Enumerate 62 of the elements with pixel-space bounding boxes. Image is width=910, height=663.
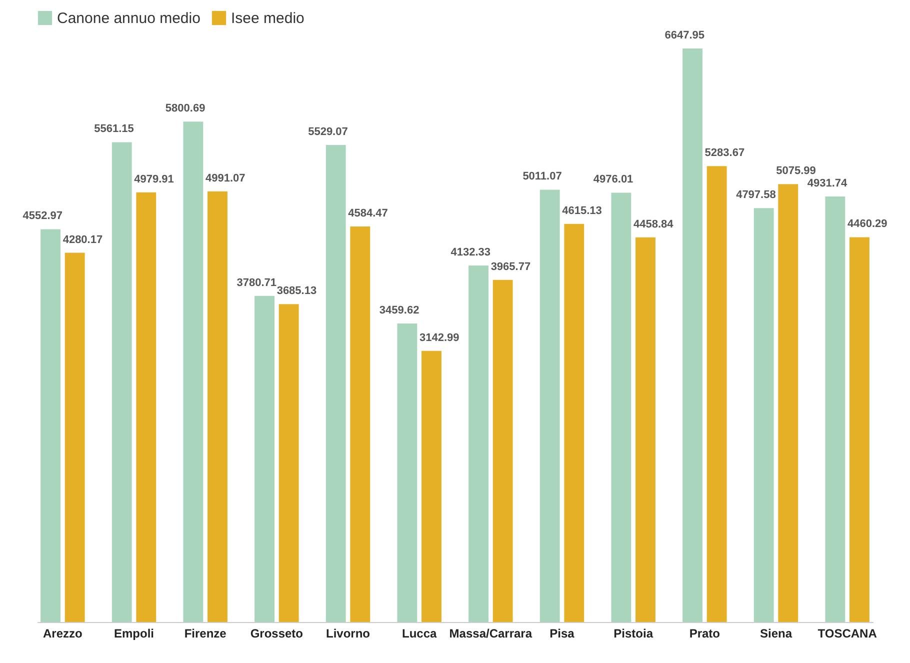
data-label: 5283.67 [704, 147, 745, 160]
bar [636, 237, 656, 622]
data-label: 3965.77 [490, 260, 531, 273]
bar [397, 324, 418, 622]
bar [850, 237, 870, 622]
bar [112, 142, 132, 622]
bar [754, 208, 774, 622]
bar [183, 122, 204, 622]
bar [540, 190, 560, 622]
data-label: 4931.74 [807, 178, 848, 190]
data-label: 4280.17 [62, 234, 103, 246]
bar [64, 252, 85, 622]
data-label: 4991.07 [205, 172, 246, 184]
bar [778, 184, 798, 622]
bar [40, 229, 60, 622]
data-label: 5529.07 [308, 126, 348, 138]
x-tick-label: Pistoia [614, 626, 654, 640]
data-label: 4458.84 [633, 218, 674, 230]
bar [278, 304, 299, 622]
data-label: 5800.69 [165, 102, 206, 115]
x-tick-label: Siena [760, 626, 792, 640]
bar [611, 192, 632, 622]
bar [326, 145, 346, 622]
bar [136, 192, 156, 622]
data-label: 5075.99 [776, 165, 816, 178]
data-label: 4615.13 [562, 204, 602, 217]
bar [350, 226, 370, 622]
data-label: 3459.62 [379, 304, 420, 317]
data-label: 4979.91 [134, 173, 174, 186]
data-label: 4552.97 [22, 210, 63, 222]
x-tick-label: Prato [689, 626, 720, 640]
x-tick-label: Massa/Carrara [449, 626, 532, 640]
data-label: 3685.13 [276, 285, 317, 298]
x-tick-label: Lucca [402, 626, 437, 640]
bar [825, 196, 846, 622]
x-tick-label: Firenze [184, 626, 227, 640]
data-label: 5011.07 [522, 170, 562, 183]
legend-label: Canone annuo medio [57, 10, 200, 27]
data-label: 5561.15 [94, 123, 134, 136]
bar [468, 266, 488, 622]
bar [254, 296, 274, 622]
bar [208, 191, 228, 622]
data-label: 3142.99 [419, 332, 460, 344]
bar [492, 280, 513, 622]
data-label: 4976.01 [593, 174, 634, 186]
data-label: 4584.47 [348, 208, 388, 220]
x-tick-label: Livorno [326, 626, 370, 640]
bar [564, 224, 584, 622]
data-label: 4132.33 [450, 246, 491, 259]
data-label: 6647.95 [664, 29, 705, 42]
bar [422, 350, 442, 622]
legend-label: Isee medio [231, 10, 304, 27]
x-tick-label: Grosseto [250, 626, 304, 640]
data-label: 3780.71 [236, 276, 277, 289]
x-tick-label: TOSCANA [818, 626, 878, 640]
data-label: 4797.58 [736, 189, 776, 202]
x-tick-label: Arezzo [43, 626, 82, 640]
bar [706, 166, 727, 622]
data-label: 4460.29 [847, 218, 888, 230]
x-tick-label: Pisa [550, 626, 575, 640]
x-tick-label: Empoli [114, 626, 154, 640]
bar [682, 48, 702, 622]
